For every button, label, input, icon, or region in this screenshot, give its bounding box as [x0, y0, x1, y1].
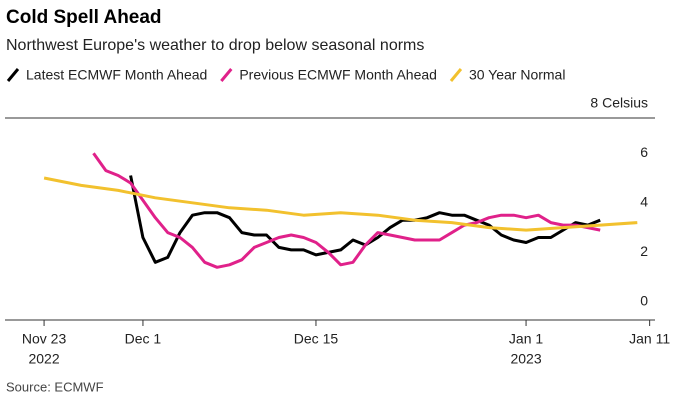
x-tick-label: Nov 23 — [22, 331, 67, 347]
y-tick-label: 8 Celsius — [590, 94, 648, 110]
x-tick-label: Dec 1 — [125, 331, 162, 347]
legend-swatch — [220, 68, 233, 82]
x-tick-label: 2023 — [510, 351, 541, 367]
series-line — [43, 176, 638, 232]
legend-label: Latest ECMWF Month Ahead — [26, 67, 207, 83]
x-tick-label: 2022 — [28, 351, 59, 367]
legend-swatch — [6, 68, 20, 82]
legend-label: Previous ECMWF Month Ahead — [239, 67, 437, 83]
x-tick-label: Dec 15 — [294, 331, 339, 347]
y-tick-label: 6 — [640, 144, 648, 160]
y-tick-label: 0 — [640, 293, 648, 309]
y-tick-label: 4 — [640, 194, 648, 210]
y-tick-label: 2 — [640, 243, 648, 259]
chart-title: Cold Spell Ahead — [6, 7, 162, 28]
legend-swatch — [449, 68, 463, 82]
legend-label: 30 Year Normal — [469, 67, 566, 83]
chart-subtitle: Northwest Europe's weather to drop below… — [6, 37, 424, 54]
series-line — [129, 175, 601, 264]
series-line — [92, 152, 601, 269]
x-tick-label: Jan 11 — [629, 331, 670, 347]
x-tick-label: Jan 1 — [509, 331, 543, 347]
source: Source: ECMWF — [6, 379, 104, 394]
